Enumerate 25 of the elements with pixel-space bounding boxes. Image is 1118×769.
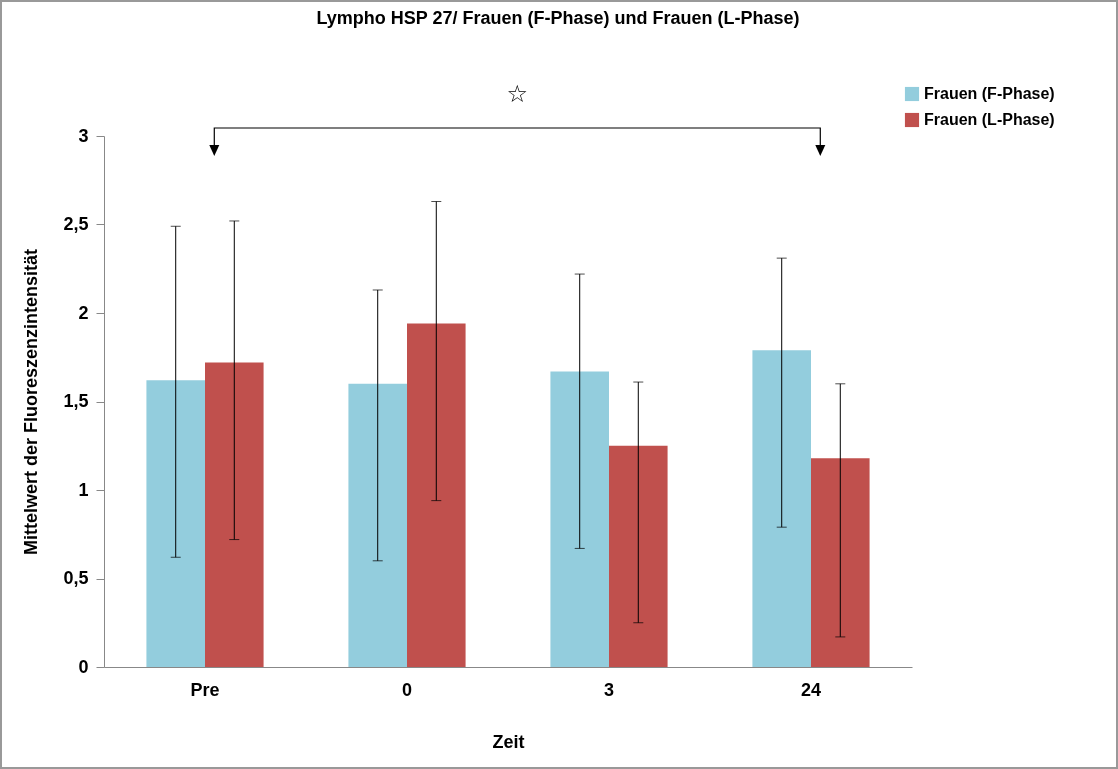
y-tick-label: 0,5 bbox=[63, 568, 89, 588]
text: ☆ bbox=[506, 80, 529, 108]
x-axis-title: Zeit bbox=[492, 731, 525, 752]
x-tick-label: Pre bbox=[190, 679, 220, 700]
y-tick-label: 0 bbox=[78, 656, 89, 677]
x-tick-label: 24 bbox=[800, 679, 822, 700]
y-tick-label: 3 bbox=[78, 125, 89, 146]
y-tick-label: 1 bbox=[78, 479, 89, 500]
chart-title: Lympho HSP 27/ Frauen (F-Phase) und Frauen (L-Phase) bbox=[316, 8, 800, 28]
legend-label: Frauen (L-Phase) bbox=[924, 111, 1055, 128]
y-tick-label: 2 bbox=[78, 302, 89, 323]
legend-label: Frauen (F-Phase) bbox=[924, 85, 1055, 102]
bar bbox=[609, 445, 668, 667]
bar bbox=[348, 383, 407, 667]
bar bbox=[205, 362, 264, 667]
bar bbox=[407, 323, 466, 667]
x-tick-label: 3 bbox=[603, 679, 615, 700]
bar bbox=[550, 371, 609, 667]
x-tick-label: 0 bbox=[401, 679, 413, 700]
bar bbox=[811, 458, 870, 667]
y-tick-label: 2,5 bbox=[63, 214, 89, 234]
bar bbox=[752, 350, 811, 667]
bar bbox=[146, 380, 205, 667]
y-tick-label: 1,5 bbox=[63, 391, 89, 411]
y-axis-title: Mittelwert der Fluoreszenzintensität bbox=[21, 248, 42, 556]
